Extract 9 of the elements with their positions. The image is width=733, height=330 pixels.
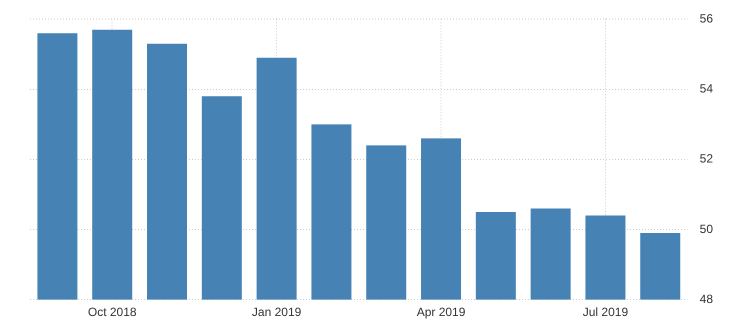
y-tick-label: 56	[700, 12, 714, 26]
y-tick-label: 50	[700, 222, 714, 236]
x-tick-label: Jul 2019	[582, 305, 628, 320]
x-tick-label: Jan 2019	[252, 305, 302, 320]
x-tick-label: Apr 2019	[416, 305, 466, 320]
y-tick-label: 54	[700, 82, 714, 96]
y-tick-label: 52	[700, 152, 714, 166]
x-tick-label: Oct 2018	[88, 305, 137, 320]
y-tick-label: 48	[700, 292, 714, 306]
